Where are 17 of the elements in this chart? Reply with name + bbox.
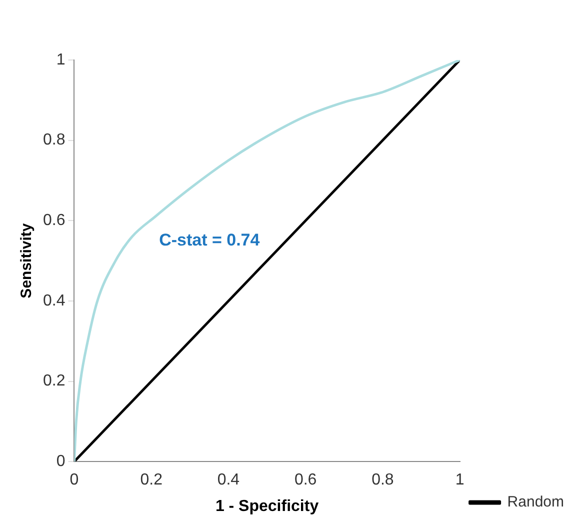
x-axis-title: 1 - Specificity	[215, 498, 319, 515]
annotation: C-stat = 0.74	[159, 230, 260, 250]
line-series	[74, 60, 460, 462]
legend-label: Random	[507, 494, 564, 511]
x-tick-label: 0.4	[217, 472, 240, 489]
y-tick-label: 0.8	[42, 132, 66, 149]
y-tick-label: 0.2	[42, 372, 66, 390]
y-tick-label: 1	[56, 51, 66, 68]
x-tick-label: 0.6	[294, 472, 317, 489]
y-tick-label: 0.4	[42, 292, 66, 310]
y-axis-title: Sensitivity	[18, 222, 36, 298]
x-tick-label: 0	[70, 472, 79, 489]
y-tick-label: 0	[56, 453, 66, 470]
x-tick-label: 1	[455, 472, 464, 489]
y-tick-label: 0.6	[42, 212, 66, 230]
x-tick-label: 0.8	[372, 472, 394, 489]
x-tick-label: 0.2	[140, 472, 163, 489]
